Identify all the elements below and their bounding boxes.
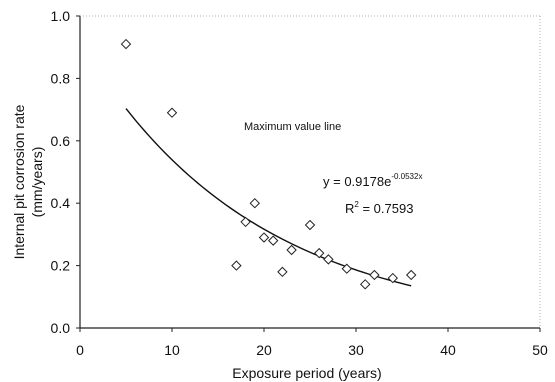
data-point [286, 244, 297, 256]
y-tick-label: 0.0 [51, 320, 71, 336]
data-point [166, 107, 178, 118]
data-point [323, 254, 334, 265]
data-point [240, 216, 251, 228]
data-point [405, 269, 417, 281]
data-point [249, 197, 261, 209]
fit-equation: y = 0.9178e-0.0532x [323, 172, 422, 189]
r-squared-value: = 0.7593 [359, 201, 414, 216]
r-squared: R2 = 0.7593 [345, 200, 413, 216]
x-tick-label: 50 [532, 342, 548, 358]
data-point [258, 232, 270, 243]
data-point [304, 219, 316, 231]
y-tick-label: 0.4 [51, 195, 71, 211]
x-tick-label: 30 [348, 342, 364, 358]
fit-equation-exponent: -0.0532x [391, 172, 422, 181]
x-tick-label: 10 [164, 342, 180, 358]
y-axis-label-line1: Internal pit corrosion rate [11, 104, 27, 259]
trendline-group [125, 108, 412, 287]
x-tick-label: 0 [76, 342, 84, 358]
y-tick-label: 0.6 [51, 133, 71, 149]
data-point [231, 260, 242, 271]
data-point [120, 38, 132, 50]
data-point [267, 235, 279, 246]
x-tick-label: 20 [256, 342, 272, 358]
data-points [120, 38, 417, 290]
data-point [277, 266, 288, 278]
r-squared-sup: 2 [354, 200, 359, 209]
y-tick-label: 0.2 [51, 258, 71, 274]
exponential-trendline [125, 108, 412, 287]
y-axis-label-line2: (mm/years) [29, 147, 45, 218]
x-axis: 0 10 20 30 40 50 [76, 328, 548, 358]
y-axis-label: Internal pit corrosion rate (mm/years) [11, 104, 45, 259]
x-axis-label: Exposure period (years) [232, 365, 381, 381]
data-point [369, 269, 380, 281]
x-tick-label: 40 [440, 342, 456, 358]
data-point [359, 279, 371, 290]
y-axis: 0.0 0.2 0.4 0.6 0.8 1.0 [51, 8, 80, 336]
data-point [313, 247, 325, 259]
plot-frame [79, 15, 541, 329]
data-point [341, 263, 353, 274]
fit-equation-prefix: y = 0.9178e [323, 174, 391, 189]
data-point [387, 272, 399, 284]
maximum-value-line-label: Maximum value line [244, 121, 341, 133]
y-tick-label: 0.8 [51, 70, 71, 86]
r-squared-prefix: R [345, 201, 354, 216]
y-tick-label: 1.0 [51, 8, 71, 24]
